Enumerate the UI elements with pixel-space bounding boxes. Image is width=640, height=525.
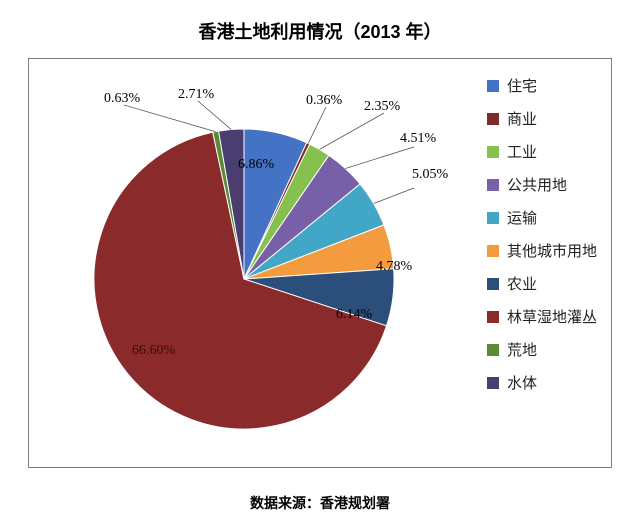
legend-swatch-icon: [487, 212, 499, 224]
legend-swatch-icon: [487, 146, 499, 158]
chart-area: 6.86% 0.36% 2.35%4.51% 5.05% 4.78% 6.14% 66.60…: [28, 58, 612, 468]
legend-label: 运输: [507, 207, 537, 228]
legend-label: 农业: [507, 273, 537, 294]
legend-swatch-icon: [487, 278, 499, 290]
pie-label-transport: 5.05%: [412, 167, 448, 183]
pie-chart: 6.86%0.36%2.35%4.51%5.05%4.78%6.14%66.60…: [74, 89, 414, 429]
pie-label-public: 4.51%: [400, 131, 436, 147]
legend-item-2: 工业: [487, 141, 597, 162]
legend-label: 荒地: [507, 339, 537, 360]
legend-label: 商业: [507, 108, 537, 129]
pie-svg: [74, 89, 414, 429]
chart-container: 香港土地利用情况（2013 年） 6.86% 0.36% 2.35%4.51% 5.0…: [0, 0, 640, 525]
leader-industrial: [320, 113, 384, 149]
legend-swatch-icon: [487, 344, 499, 356]
legend-label: 林草湿地灌丛: [507, 306, 597, 327]
legend-label: 其他城市用地: [507, 240, 597, 261]
leader-water: [198, 101, 231, 130]
legend-item-4: 运输: [487, 207, 597, 228]
legend-item-3: 公共用地: [487, 174, 597, 195]
pie-label-barren: 0.63%: [104, 91, 140, 107]
legend-swatch-icon: [487, 311, 499, 323]
legend-item-1: 商业: [487, 108, 597, 129]
legend-label: 水体: [507, 372, 537, 393]
legend-item-0: 住宅: [487, 75, 597, 96]
pie-label-other_urban: 4.78%: [376, 259, 412, 275]
legend-item-8: 荒地: [487, 339, 597, 360]
legend-swatch-icon: [487, 80, 499, 92]
pie-label-industrial: 2.35%: [364, 99, 400, 115]
chart-title: 香港土地利用情况（2013 年）: [0, 0, 640, 44]
legend-item-9: 水体: [487, 372, 597, 393]
legend-label: 工业: [507, 141, 537, 162]
legend-swatch-icon: [487, 245, 499, 257]
legend-swatch-icon: [487, 113, 499, 125]
leader-commercial: [308, 107, 326, 143]
source-text: 数据来源：香港规划署: [0, 493, 640, 513]
legend-item-6: 农业: [487, 273, 597, 294]
legend: 住宅商业工业公共用地运输其他城市用地农业林草湿地灌丛荒地水体: [487, 75, 597, 405]
leader-barren: [124, 105, 216, 132]
leader-public: [345, 145, 414, 169]
legend-label: 住宅: [507, 75, 537, 96]
pie-label-commercial: 0.36%: [306, 93, 342, 109]
legend-swatch-icon: [487, 179, 499, 191]
pie-label-agriculture: 6.14%: [336, 307, 372, 323]
pie-label-residential: 6.86%: [238, 157, 274, 173]
legend-item-7: 林草湿地灌丛: [487, 306, 597, 327]
pie-label-water: 2.71%: [178, 87, 214, 103]
legend-swatch-icon: [487, 377, 499, 389]
leader-transport: [374, 181, 414, 204]
legend-label: 公共用地: [507, 174, 567, 195]
legend-item-5: 其他城市用地: [487, 240, 597, 261]
pie-label-forest_scrub: 66.60%: [132, 343, 175, 359]
